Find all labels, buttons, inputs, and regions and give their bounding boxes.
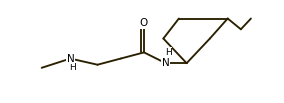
Text: N: N xyxy=(162,58,170,68)
Text: H: H xyxy=(165,48,172,57)
Text: O: O xyxy=(140,18,148,28)
Text: N: N xyxy=(66,54,74,64)
Text: H: H xyxy=(69,63,76,72)
